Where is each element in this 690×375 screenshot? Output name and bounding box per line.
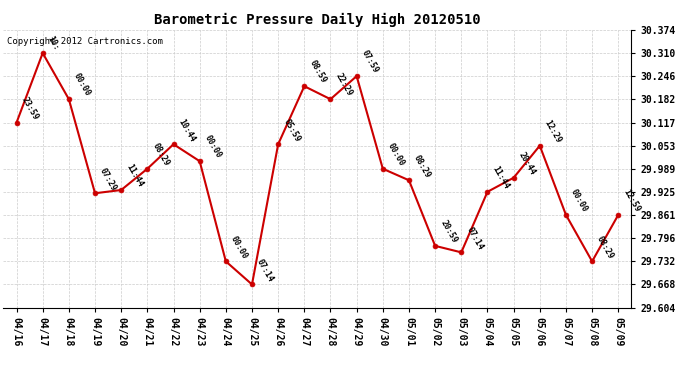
Text: 12:59: 12:59 — [622, 188, 642, 214]
Text: 00:00: 00:00 — [569, 188, 589, 214]
Text: 11:44: 11:44 — [491, 165, 511, 191]
Text: 00:00: 00:00 — [386, 141, 406, 168]
Text: 07:14: 07:14 — [255, 257, 275, 284]
Text: 08:29: 08:29 — [150, 141, 171, 168]
Text: 00:00: 00:00 — [229, 234, 249, 260]
Text: 11:44: 11:44 — [124, 163, 145, 189]
Text: 08:29: 08:29 — [412, 153, 433, 179]
Text: 10:44: 10:44 — [177, 117, 197, 143]
Text: 08:59: 08:59 — [308, 59, 328, 85]
Text: Copyright 2012 Cartronics.com: Copyright 2012 Cartronics.com — [7, 37, 162, 46]
Text: 22:29: 22:29 — [334, 72, 354, 98]
Text: 07:59: 07:59 — [359, 49, 380, 75]
Text: 23:59: 23:59 — [20, 95, 40, 122]
Text: 10:: 10: — [46, 34, 61, 52]
Text: 07:14: 07:14 — [464, 225, 485, 251]
Text: 20:59: 20:59 — [438, 219, 459, 245]
Text: 07:29: 07:29 — [98, 166, 119, 192]
Text: 05:59: 05:59 — [282, 117, 302, 143]
Text: 00:00: 00:00 — [203, 134, 223, 160]
Text: 08:29: 08:29 — [595, 234, 615, 260]
Text: 00:00: 00:00 — [72, 72, 92, 98]
Title: Barometric Pressure Daily High 20120510: Barometric Pressure Daily High 20120510 — [154, 13, 481, 27]
Text: 12:29: 12:29 — [543, 118, 563, 145]
Text: 20:44: 20:44 — [517, 150, 537, 177]
